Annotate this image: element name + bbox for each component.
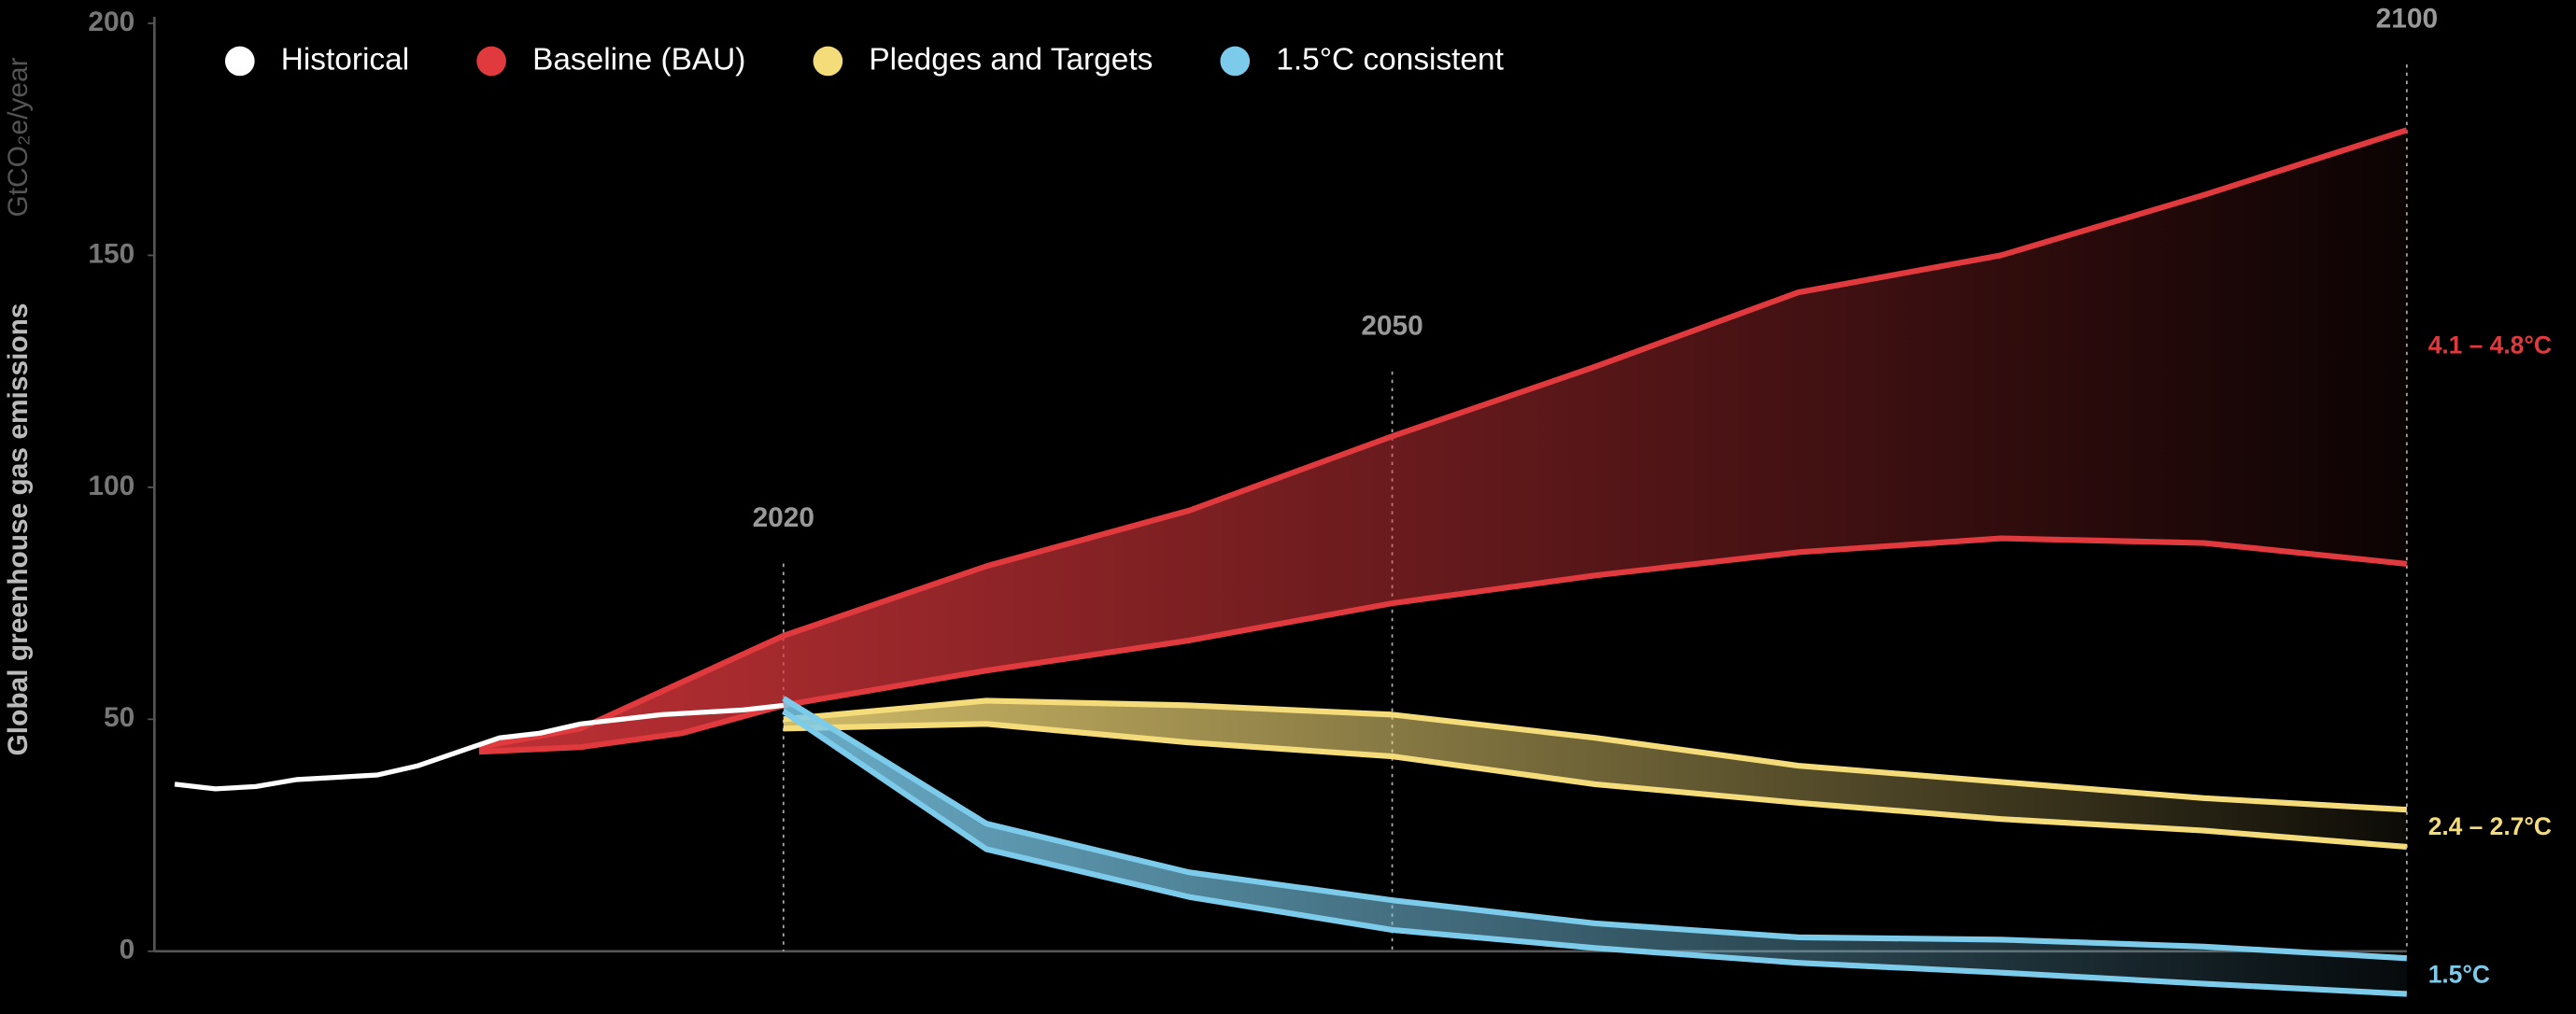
legend-label: Baseline (BAU) — [532, 42, 745, 77]
band-edge — [782, 696, 2408, 962]
y-tick-label: 150 — [88, 238, 134, 269]
y-tick-label: 0 — [120, 935, 135, 965]
x-tick-label: 2020 — [753, 502, 815, 533]
x-tick-label: 2100 — [2376, 3, 2439, 34]
legend-dot — [476, 46, 506, 77]
legend-dot — [1220, 46, 1251, 77]
band-edge — [478, 535, 2408, 755]
legend-label: Historical — [281, 42, 409, 77]
end-annotation: 4.1 – 4.8°C — [2428, 331, 2552, 359]
legend-label: 1.5°C consistent — [1276, 42, 1504, 77]
band-area — [783, 700, 2407, 847]
band-edge — [478, 127, 2408, 751]
y-tick-label: 50 — [104, 702, 134, 733]
band-area — [783, 697, 2407, 994]
legend-label: Pledges and Targets — [869, 42, 1153, 77]
legend-dot — [224, 46, 255, 77]
band-area — [478, 130, 2407, 753]
end-annotation: 1.5°C — [2428, 960, 2490, 988]
x-tick-label: 2050 — [1361, 310, 1423, 341]
y-axis-unit: GtCO₂e/year — [3, 57, 34, 217]
legend-dot — [813, 46, 843, 77]
end-annotation: 2.4 – 2.7°C — [2428, 812, 2552, 840]
y-axis-title: Global greenhouse gas emissions — [3, 303, 34, 755]
y-tick-label: 100 — [88, 471, 134, 501]
band-edge — [783, 721, 2408, 851]
band-edge — [783, 697, 2408, 813]
y-tick-label: 200 — [88, 7, 134, 37]
band-edge — [782, 709, 2407, 997]
line-historical — [174, 702, 785, 792]
